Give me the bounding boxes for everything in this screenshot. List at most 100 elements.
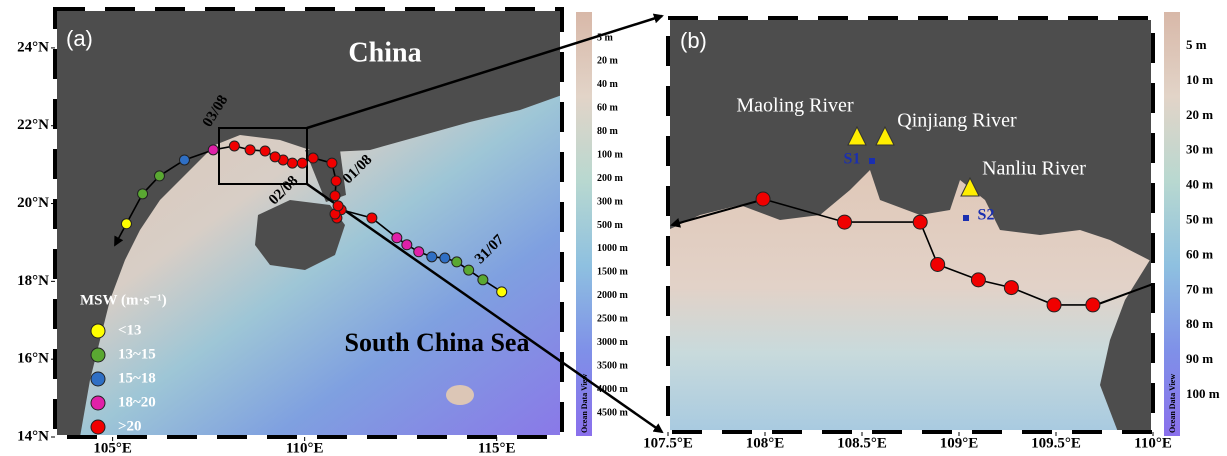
- legend-swatch: [91, 372, 105, 386]
- colorbar-label: 20 m: [597, 56, 619, 67]
- track-point: [913, 215, 927, 229]
- track-point: [402, 240, 412, 250]
- track-point: [971, 273, 985, 287]
- x-tick-label: 109.5°E: [1031, 435, 1081, 451]
- track-point: [931, 257, 945, 271]
- track-point: [440, 253, 450, 263]
- legend-label: 13~15: [118, 346, 156, 362]
- panel-label: (a): [66, 26, 93, 51]
- track-point: [179, 155, 189, 165]
- track-point: [1047, 298, 1061, 312]
- river-label: Nanliu River: [982, 158, 1086, 180]
- track-point: [452, 257, 462, 267]
- colorbar-label: 100 m: [597, 149, 624, 160]
- x-tick-label: 109°E: [940, 435, 979, 451]
- track-point: [287, 158, 297, 168]
- colorbar-label: 70 m: [1186, 281, 1213, 296]
- track-point: [260, 146, 270, 156]
- track-point: [154, 171, 164, 181]
- x-tick-label: 107.5°E: [643, 435, 693, 451]
- legend-swatch: [91, 324, 105, 338]
- track-point: [427, 252, 437, 262]
- track-point: [1086, 298, 1100, 312]
- colorbar-label: 200 m: [597, 173, 624, 184]
- track-point: [333, 201, 343, 211]
- track-point: [308, 153, 318, 163]
- y-tick-label: 14°N: [17, 428, 49, 444]
- colorbar-label: 500 m: [597, 220, 624, 231]
- station-label: S1: [844, 151, 861, 168]
- colorbar-label: 30 m: [1186, 142, 1213, 157]
- track-point: [478, 275, 488, 285]
- x-tick-label: 110°E: [1134, 435, 1172, 451]
- island: [446, 385, 474, 405]
- legend-swatch: [91, 348, 105, 362]
- figure: (a) China South China Sea 03/08 02/08 01…: [0, 0, 1227, 456]
- colorbar-label: 100 m: [1186, 386, 1220, 401]
- legend-swatch: [91, 396, 105, 410]
- track-point: [297, 158, 307, 168]
- colorbar-label: 10 m: [1186, 72, 1213, 87]
- river-label: Qinjiang River: [897, 110, 1017, 132]
- track-point: [331, 176, 341, 186]
- colorbar-label: 60 m: [1186, 246, 1213, 261]
- colorbar-label: 2500 m: [597, 314, 629, 325]
- colorbar-label: 2000 m: [597, 290, 629, 301]
- colorbar-label: 5 m: [1186, 37, 1207, 52]
- legend-label: >20: [118, 418, 142, 434]
- y-tick-label: 20°N: [17, 195, 49, 211]
- colorbar-label: 1000 m: [597, 243, 629, 254]
- colorbar-label: 90 m: [1186, 351, 1213, 366]
- legend-label: 15~18: [118, 370, 156, 386]
- colorbar-label: 20 m: [1186, 107, 1213, 122]
- colorbar-label: 80 m: [597, 126, 619, 137]
- colorbar-label: 3000 m: [597, 337, 629, 348]
- legend-swatch: [91, 420, 105, 434]
- track-point: [245, 145, 255, 155]
- track-point: [367, 213, 377, 223]
- y-tick-label: 16°N: [17, 351, 49, 367]
- station-marker: [963, 215, 969, 221]
- colorbar-label: 1500 m: [597, 267, 629, 278]
- track-point: [229, 141, 239, 151]
- colorbar-credit: Ocean Data View: [1168, 374, 1177, 433]
- y-tick-label: 22°N: [17, 117, 49, 133]
- colorbar-label: 5 m: [597, 32, 614, 43]
- colorbar: [1164, 12, 1180, 436]
- colorbar-label: 4000 m: [597, 384, 629, 395]
- colorbar-label: 40 m: [597, 79, 619, 90]
- x-tick-label: 108°E: [746, 435, 785, 451]
- track-point: [414, 247, 424, 257]
- track-point: [208, 145, 218, 155]
- x-tick-label: 115°E: [478, 440, 516, 456]
- river-label: Maoling River: [736, 95, 854, 117]
- legend-title: MSW (m·s⁻¹): [80, 292, 167, 308]
- track-point: [270, 152, 280, 162]
- colorbar-label: 50 m: [1186, 211, 1213, 226]
- y-tick-label: 24°N: [17, 39, 49, 55]
- colorbar-credit: Ocean Data View: [580, 374, 589, 433]
- colorbar-label: 80 m: [1186, 316, 1213, 331]
- colorbar-label: 4500 m: [597, 407, 629, 418]
- panel-label: (b): [680, 28, 707, 53]
- x-tick-label: 108.5°E: [837, 435, 887, 451]
- place-label: South China Sea: [345, 328, 530, 357]
- track-point: [838, 215, 852, 229]
- track-point: [121, 219, 131, 229]
- track-point: [497, 287, 507, 297]
- track-point: [330, 191, 340, 201]
- station-marker: [869, 158, 875, 164]
- track-point: [392, 233, 402, 243]
- track-point: [327, 158, 337, 168]
- x-tick-label: 110°E: [286, 440, 324, 456]
- legend-label: <13: [118, 322, 142, 338]
- track-point: [464, 265, 474, 275]
- colorbar-label: 300 m: [597, 196, 624, 207]
- place-label: China: [348, 37, 421, 68]
- colorbar-label: 3500 m: [597, 360, 629, 371]
- colorbar-label: 60 m: [597, 103, 619, 114]
- track-point: [1004, 281, 1018, 295]
- colorbar-label: 40 m: [1186, 177, 1213, 192]
- track-point: [138, 189, 148, 199]
- x-tick-label: 105°E: [93, 440, 132, 456]
